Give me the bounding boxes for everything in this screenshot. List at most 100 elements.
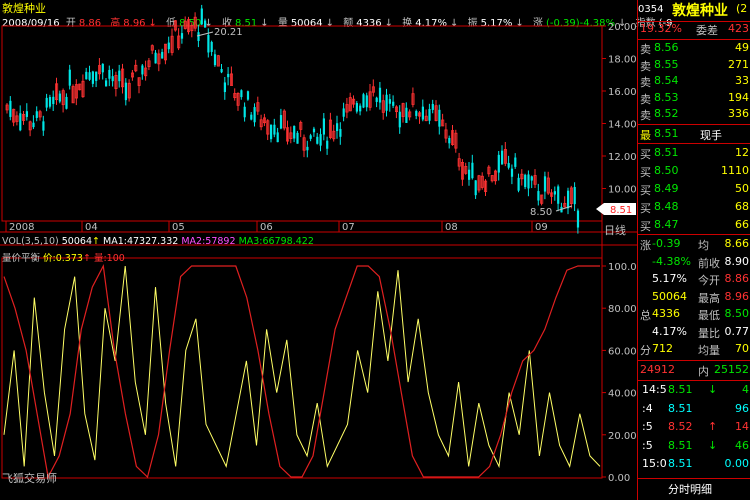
candle-body <box>368 91 372 108</box>
candle-body <box>490 175 494 182</box>
bid-row[interactable]: 买 8.49 50 <box>640 182 749 197</box>
info-close: 收 8.51 ↓ <box>221 18 269 29</box>
candle-body <box>550 192 554 197</box>
ask-row[interactable]: 卖 8.55 271 <box>640 57 749 73</box>
candle-body <box>438 109 441 127</box>
date-tick-label: 06 <box>260 222 273 233</box>
date-tick-label: 04 <box>85 222 98 233</box>
candle-body <box>213 54 217 66</box>
price-tick-label: 14.00 <box>608 120 637 131</box>
candle-body <box>434 105 438 121</box>
candle-body <box>457 158 461 167</box>
candle-body <box>524 174 527 188</box>
bid-row[interactable]: 买 8.51 12 <box>640 146 749 161</box>
candle-body <box>233 93 237 99</box>
volume-legend: VOL(3,5,10) 50064↑ MA1:47327.332 MA2:578… <box>2 236 314 247</box>
candle-body <box>415 110 418 116</box>
candle-body <box>322 118 325 135</box>
bid-row[interactable]: 买 8.48 68 <box>640 200 749 215</box>
candle-body <box>177 35 181 49</box>
candle-body <box>282 110 286 129</box>
date-axis: 2008 04 05 06 07 08 09 <box>5 221 548 233</box>
stat-row: 5.17% 今开 8.86 <box>652 272 749 287</box>
stat-row: 总 4336 最低 8.50 <box>640 307 749 322</box>
low-label: 8.50 <box>530 207 552 218</box>
candle-body <box>81 80 85 98</box>
candle-body <box>124 82 127 101</box>
candle-body <box>326 140 329 149</box>
candle-body <box>144 67 148 77</box>
candle-body <box>286 127 290 142</box>
candle-body <box>537 191 540 201</box>
candle-body <box>147 60 151 68</box>
candle-body <box>163 43 167 61</box>
candle-body <box>35 111 38 118</box>
candle-body <box>460 161 464 180</box>
ask-row[interactable]: 卖 8.53 194 <box>640 90 749 106</box>
info-high: 高 8.96 ↓ <box>110 18 157 29</box>
candle-body <box>114 75 118 89</box>
bid-row[interactable]: 买 8.50 1110 <box>640 164 749 179</box>
candle-body <box>259 119 263 128</box>
candle-body <box>65 96 68 109</box>
price-axis: 20.00 18.00 16.00 14.00 12.00 10.00 <box>602 22 637 196</box>
candle-body <box>540 194 544 204</box>
indicator-tick-label: 100.00 <box>608 262 637 273</box>
ask-row[interactable]: 卖 8.54 33 <box>640 74 749 89</box>
current-price-tag <box>596 203 636 215</box>
candle-body <box>533 175 537 185</box>
candle-body <box>111 76 114 82</box>
candle-body <box>401 103 405 118</box>
candle-body <box>421 106 424 120</box>
candle-body <box>157 53 161 65</box>
candle-body <box>493 170 497 182</box>
candle-body <box>431 103 434 110</box>
candle-body <box>52 96 55 105</box>
tick-row: :5 8.52 ↑ 14 <box>642 420 749 433</box>
candle-body <box>183 20 187 29</box>
candle-body <box>398 111 401 128</box>
candle-body <box>332 130 336 140</box>
candle-body <box>394 106 398 112</box>
candle-body <box>514 157 517 167</box>
outer-inner-row: 24912 内 25152 <box>640 363 749 378</box>
indicator-tick-label: 20.00 <box>608 431 637 442</box>
candle-body <box>352 98 356 105</box>
period-label[interactable]: 日线 <box>604 224 626 237</box>
candle-body <box>134 64 138 72</box>
candle-body <box>240 90 243 98</box>
candle-body <box>19 113 22 131</box>
tick-row: 15:0 8.51 0.00 <box>642 457 749 470</box>
candle-body <box>9 100 12 117</box>
candle-body <box>167 42 170 50</box>
candle-body <box>546 177 550 194</box>
candle-body <box>405 107 408 123</box>
candle-body <box>501 150 504 165</box>
candle-body <box>576 210 580 228</box>
quote-panel: 0354 敦煌种业 (2 19.32% 委差 423 卖 8.56 49 卖 8… <box>637 0 750 500</box>
candle-body <box>32 122 35 128</box>
candle-body <box>411 93 415 105</box>
candle-body <box>197 32 200 41</box>
candle-body <box>336 123 339 132</box>
info-amplitude: 振 5.17% ↓ <box>467 18 524 29</box>
ask-row[interactable]: 卖 8.52 336 <box>640 107 749 122</box>
candle-body <box>316 136 319 144</box>
indicator-axis: 100.00 80.00 60.00 40.00 20.00 0.00 <box>602 262 637 484</box>
candle-body <box>309 135 312 139</box>
candle-body <box>487 166 491 175</box>
panel-header: 0354 敦煌种业 (2 <box>638 2 748 19</box>
ask-row[interactable]: 卖 8.56 49 <box>640 41 749 56</box>
candle-body <box>118 70 121 82</box>
candle-body <box>557 186 560 204</box>
panel-footer-tabs[interactable]: 分时明细 <box>668 483 712 496</box>
candle-body <box>507 162 510 168</box>
candle-body <box>193 16 197 29</box>
candle-body <box>243 106 246 118</box>
bid-row[interactable]: 买 8.47 66 <box>640 218 749 233</box>
candle-body <box>141 65 144 75</box>
candle-body <box>74 84 78 99</box>
candle-body <box>418 112 422 117</box>
indicator-tick-label: 80.00 <box>608 304 637 315</box>
chart-canvas[interactable]: 20.00 18.00 16.00 14.00 12.00 10.00 2008 04 05 0… <box>0 0 637 500</box>
